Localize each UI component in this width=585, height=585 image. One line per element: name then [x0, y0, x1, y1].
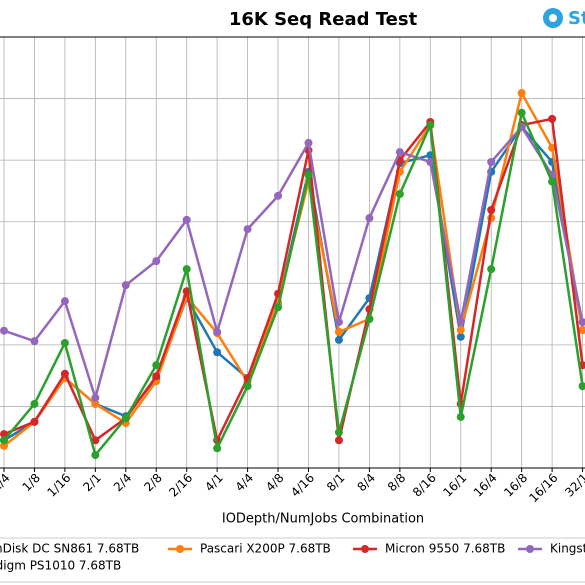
point [152, 372, 161, 381]
x-axis-label: IODepth/NumJobs Combination [222, 512, 424, 527]
point [60, 339, 69, 348]
point [456, 318, 465, 327]
x-tick-label: 8/16 [410, 471, 439, 500]
x-tick-label: 16/1 [440, 471, 469, 500]
x-tick-label: 4/8 [263, 471, 287, 495]
legend-label: Solidigm PS1010 7.68TB [0, 559, 121, 573]
point [578, 318, 585, 327]
legend-label: Pascari X200P 7.68TB [200, 542, 331, 556]
logo: StorageReview [568, 8, 585, 29]
point [274, 303, 283, 312]
point [456, 412, 465, 421]
point [334, 335, 343, 344]
point [334, 327, 343, 336]
x-tick-label: 1/8 [19, 471, 43, 495]
series-line [3, 124, 584, 403]
point [213, 444, 222, 453]
legend-marker [526, 545, 534, 553]
point [182, 265, 191, 274]
legend-marker [176, 545, 184, 553]
point [91, 436, 100, 445]
point [91, 451, 100, 460]
point [487, 265, 496, 274]
x-tick-label: 1/16 [45, 471, 74, 500]
point [334, 436, 343, 445]
point [0, 436, 8, 445]
point [548, 114, 557, 123]
x-tick-label: 2/8 [141, 471, 165, 495]
point [182, 287, 191, 296]
x-tick-label: 2/16 [166, 471, 195, 500]
point [578, 382, 585, 391]
point [243, 225, 252, 234]
series-line [3, 117, 584, 445]
point [274, 191, 283, 200]
point [30, 399, 39, 408]
x-tick-label: 32/1 [562, 471, 585, 500]
x-tick-label: 8/8 [385, 471, 409, 495]
point [60, 369, 69, 378]
point [304, 170, 313, 179]
point [334, 318, 343, 327]
logo-icon-inner [549, 14, 557, 22]
x-tick-label: 16/4 [471, 471, 500, 500]
point [456, 332, 465, 341]
point [213, 348, 222, 357]
x-tick-label: 8/4 [354, 471, 378, 495]
point [395, 190, 404, 199]
point [365, 314, 374, 323]
point [517, 108, 526, 117]
x-tick-label: 4/4 [233, 471, 257, 495]
point [517, 89, 526, 98]
point [213, 327, 222, 336]
point [30, 337, 39, 346]
point [426, 157, 435, 166]
point [91, 399, 100, 408]
point [365, 214, 374, 223]
legend-label: Kingston [550, 542, 585, 556]
point [578, 326, 585, 335]
x-tick-label: 4/1 [202, 471, 226, 495]
x-tick-label: 1/4 [0, 471, 13, 495]
legend-label: SanDisk DC SN861 7.68TB [0, 542, 139, 556]
point [0, 441, 8, 450]
x-tick-label: 16/16 [526, 471, 560, 505]
point [0, 326, 8, 335]
point [426, 121, 435, 130]
point [487, 157, 496, 166]
x-tick-label: 2/4 [111, 471, 135, 495]
point [456, 326, 465, 335]
x-tick-label: 8/1 [324, 471, 348, 495]
point [152, 361, 161, 370]
x-tick-label: 2/1 [80, 471, 104, 495]
point [243, 382, 252, 391]
point [121, 281, 130, 290]
point [121, 414, 130, 423]
legend-label: Micron 9550 7.68TB [385, 542, 505, 556]
chart-title: 16K Seq Read Test [229, 9, 418, 30]
series-line [3, 89, 584, 447]
point [334, 428, 343, 437]
point [487, 206, 496, 215]
series-line [3, 108, 584, 458]
point [30, 417, 39, 426]
legend-box [0, 537, 585, 583]
point [548, 143, 557, 152]
point [304, 138, 313, 147]
point [548, 177, 557, 186]
point [395, 148, 404, 157]
legend-marker [361, 545, 369, 553]
point [152, 257, 161, 266]
point [60, 297, 69, 306]
point [91, 393, 100, 402]
point [182, 215, 191, 224]
x-tick-label: 4/16 [288, 471, 317, 500]
